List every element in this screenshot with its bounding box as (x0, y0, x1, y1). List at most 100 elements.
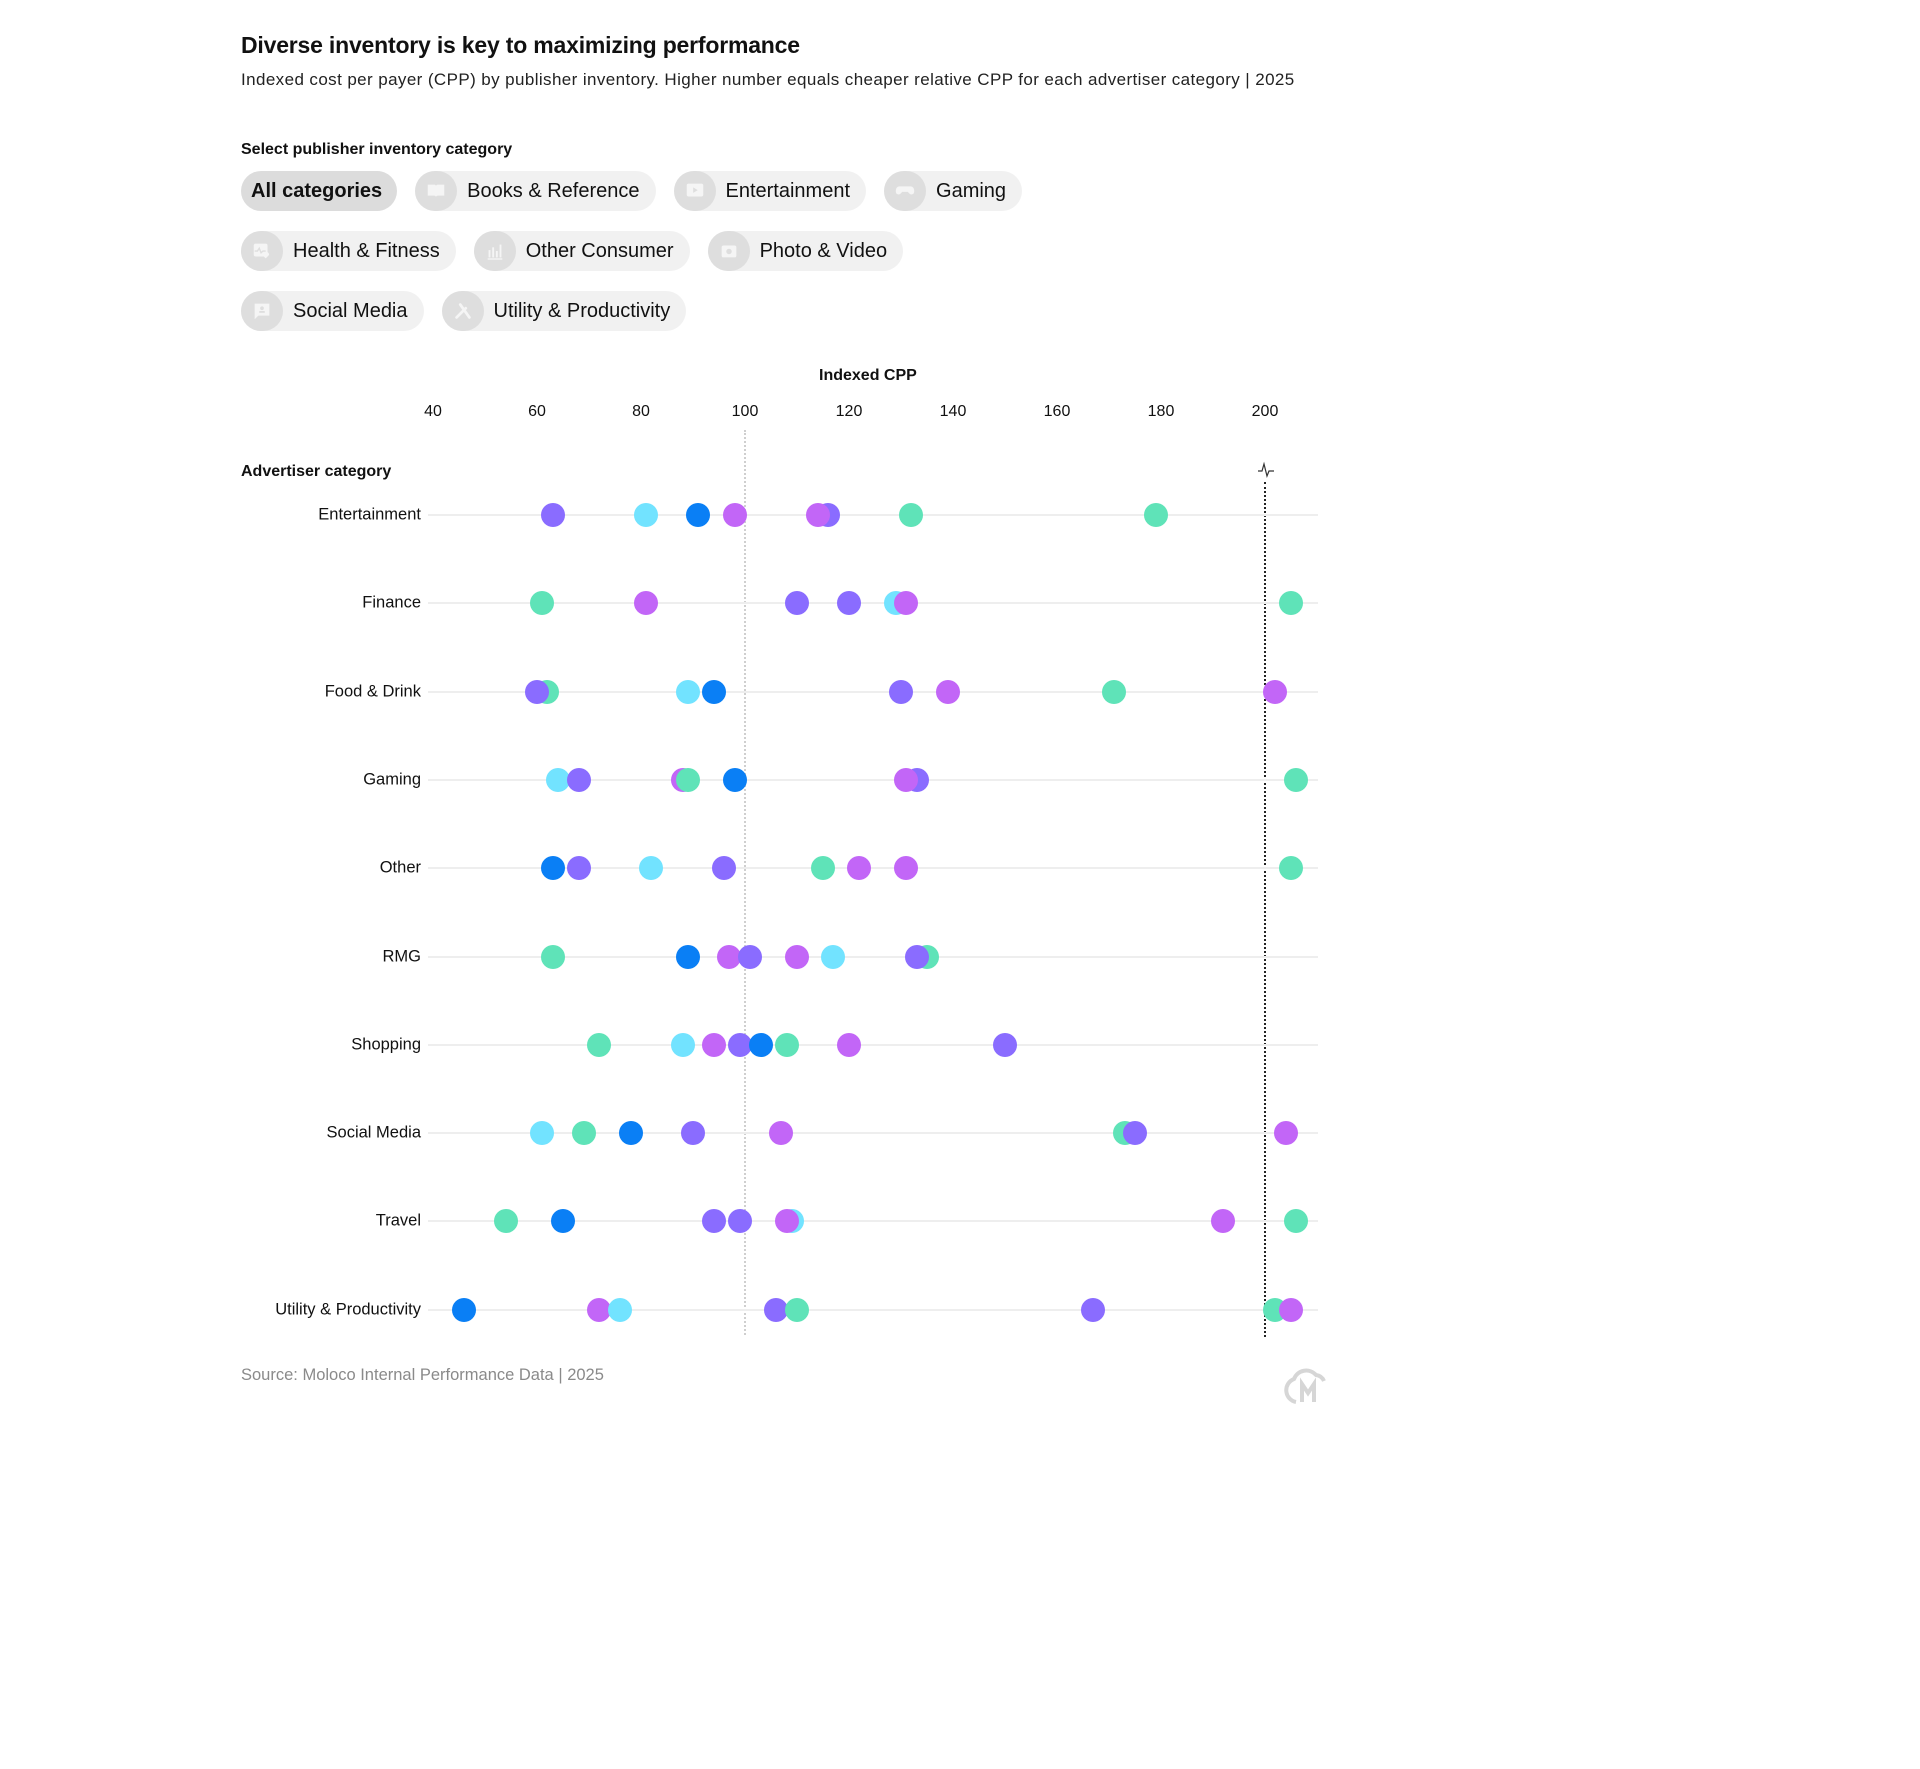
data-point-blue[interactable] (722, 767, 747, 792)
data-point-green[interactable] (1279, 591, 1303, 616)
data-point-violet[interactable] (566, 856, 591, 881)
data-point-violet[interactable] (540, 503, 565, 527)
row-gridline (428, 955, 1318, 958)
data-point-green[interactable] (530, 591, 555, 616)
data-point-light-blue[interactable] (821, 944, 846, 969)
data-point-light-blue[interactable] (545, 767, 570, 792)
data-point-magenta[interactable] (1279, 1297, 1303, 1322)
data-point-violet[interactable] (727, 1209, 752, 1234)
data-point-light-blue[interactable] (639, 856, 664, 881)
filter-books-reference[interactable]: Books & Reference (415, 171, 656, 211)
data-point-magenta[interactable] (805, 503, 830, 527)
data-point-green[interactable] (675, 767, 700, 792)
row-gridline (428, 1043, 1318, 1046)
data-point-violet[interactable] (1081, 1297, 1106, 1322)
filter-label-entertainment: Entertainment (725, 179, 851, 202)
data-point-green[interactable] (493, 1209, 518, 1234)
data-point-green[interactable] (540, 944, 565, 969)
data-point-green[interactable] (1284, 767, 1309, 792)
data-point-violet[interactable] (1123, 1121, 1147, 1146)
data-point-green[interactable] (1143, 503, 1168, 527)
data-point-magenta[interactable] (847, 856, 872, 881)
filter-entertainment[interactable]: Entertainment (673, 171, 867, 211)
data-point-violet[interactable] (837, 591, 861, 616)
data-point-magenta[interactable] (894, 767, 919, 792)
filter-label: Select publisher inventory category (241, 141, 513, 158)
data-point-magenta[interactable] (774, 1209, 799, 1234)
row-gridline (428, 867, 1318, 870)
data-point-green[interactable] (899, 503, 924, 527)
filter-all-categories[interactable]: All categories (241, 171, 398, 211)
data-point-violet[interactable] (566, 767, 591, 792)
data-point-blue[interactable] (618, 1121, 643, 1146)
data-point-blue[interactable] (540, 856, 565, 881)
reference-line-100 (744, 430, 746, 1335)
data-point-magenta[interactable] (634, 591, 659, 616)
filter-label-all: All categories (251, 179, 383, 202)
y-axis-title: Advertiser category (241, 463, 392, 480)
data-point-blue[interactable] (686, 503, 711, 527)
data-point-green[interactable] (774, 1032, 799, 1057)
data-point-light-blue[interactable] (530, 1121, 555, 1146)
filter-social-media[interactable]: Social Media (241, 291, 424, 331)
data-point-violet[interactable] (764, 1297, 789, 1322)
data-point-magenta[interactable] (1211, 1209, 1236, 1234)
filter-label-other: Other Consumer (525, 239, 674, 262)
filter-health-fitness[interactable]: Health & Fitness (241, 231, 456, 271)
filter-label-gaming: Gaming (936, 179, 1007, 202)
data-point-green[interactable] (785, 1297, 809, 1322)
data-point-violet[interactable] (701, 1209, 726, 1234)
row-gridline (428, 1220, 1318, 1223)
data-point-magenta[interactable] (717, 944, 742, 969)
x-tick-label: 140 (939, 403, 967, 420)
data-point-blue[interactable] (452, 1297, 477, 1322)
data-point-magenta[interactable] (837, 1032, 861, 1057)
x-tick-label: 40 (424, 403, 442, 420)
data-point-green[interactable] (1102, 679, 1127, 704)
data-point-magenta[interactable] (935, 679, 960, 704)
filter-gaming[interactable]: Gaming (884, 171, 1023, 211)
gamepad-icon (884, 171, 927, 211)
filter-utility-productivity[interactable]: Utility & Productivity (441, 291, 687, 331)
data-point-magenta[interactable] (769, 1121, 794, 1146)
data-point-green[interactable] (571, 1121, 596, 1146)
data-point-green[interactable] (1279, 856, 1303, 881)
data-point-magenta[interactable] (785, 944, 809, 969)
row-gridline (428, 690, 1318, 693)
data-point-violet[interactable] (712, 856, 737, 881)
data-point-violet[interactable] (993, 1032, 1017, 1057)
data-point-light-blue[interactable] (675, 679, 700, 704)
data-point-magenta[interactable] (701, 1032, 726, 1057)
data-point-violet[interactable] (727, 1032, 752, 1057)
filter-photo-video[interactable]: Photo & Video (707, 231, 904, 271)
data-point-magenta[interactable] (894, 591, 919, 616)
data-point-magenta[interactable] (1273, 1121, 1298, 1146)
data-point-magenta[interactable] (722, 503, 747, 527)
data-point-magenta[interactable] (587, 1297, 612, 1322)
data-point-magenta[interactable] (894, 856, 919, 881)
data-point-violet[interactable] (525, 679, 549, 704)
x-tick-label: 200 (1251, 403, 1279, 420)
filter-other-consumer[interactable]: Other Consumer (473, 231, 690, 271)
data-point-blue[interactable] (551, 1209, 575, 1234)
data-point-light-blue[interactable] (634, 503, 659, 527)
data-point-violet[interactable] (738, 944, 763, 969)
data-point-violet[interactable] (904, 944, 929, 969)
category-label: RMG (382, 947, 422, 965)
chart-subtitle: Indexed cost per payer (CPP) by publishe… (241, 70, 1295, 89)
filter-row-3: Social Media Utility & Productivity (241, 291, 687, 331)
data-point-violet[interactable] (681, 1121, 705, 1146)
data-point-light-blue[interactable] (608, 1297, 633, 1322)
data-point-blue[interactable] (675, 944, 700, 969)
data-point-green[interactable] (1284, 1209, 1309, 1234)
data-point-magenta[interactable] (1263, 679, 1288, 704)
data-point-blue[interactable] (748, 1032, 773, 1057)
category-label: Food & Drink (324, 682, 421, 701)
data-point-green[interactable] (587, 1032, 612, 1057)
data-point-green[interactable] (811, 856, 835, 881)
data-point-violet[interactable] (785, 591, 809, 616)
data-point-violet[interactable] (889, 679, 913, 704)
data-point-blue[interactable] (701, 679, 726, 704)
data-point-light-blue[interactable] (670, 1032, 695, 1057)
x-tick-label: 60 (528, 403, 546, 420)
